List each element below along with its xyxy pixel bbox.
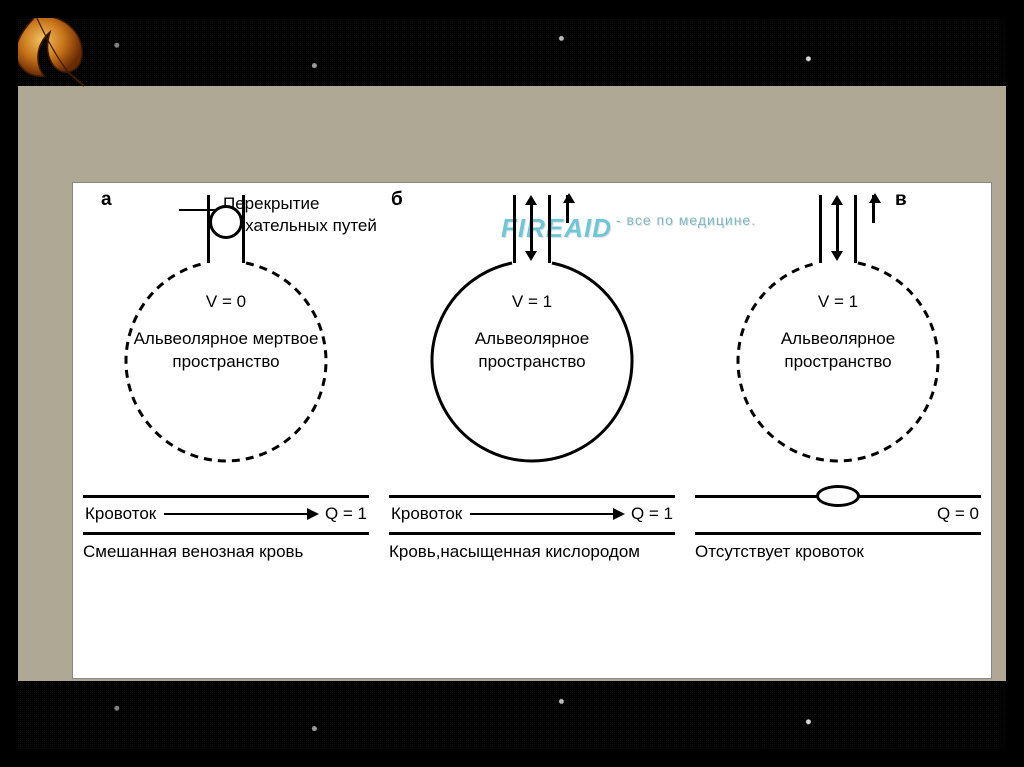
bloodflow-arrow-icon bbox=[470, 513, 623, 515]
blood-description: Кровь,насыщенная кислородом bbox=[389, 535, 675, 563]
panel-б: б FIREAID- все по медицине. V = 1 Альвео… bbox=[379, 183, 685, 678]
airway-obstruction-icon bbox=[209, 205, 243, 239]
v-equation: V = 1 bbox=[437, 291, 627, 314]
blood-description: Отсутствует кровоток bbox=[695, 535, 981, 563]
panel-letter: б bbox=[391, 189, 403, 211]
panel-в: в V = 1 Альвеолярное пространство Q = 0 bbox=[685, 183, 991, 678]
panel-а: а Перекрытие дыхательных путей V = 0 Аль… bbox=[73, 183, 379, 678]
alveolus-label: Альвеолярное мертвое пространство bbox=[131, 328, 321, 374]
blood-description: Смешанная венозная кровь bbox=[83, 535, 369, 563]
flow-label: Кровоток bbox=[391, 504, 462, 524]
alveolus-text: V = 0 Альвеолярное мертвое пространство bbox=[131, 291, 321, 374]
alveolus-label: Альвеолярное пространство bbox=[437, 328, 627, 374]
bloodflow-arrow-icon bbox=[164, 513, 317, 515]
bloodflow-zone: Кровоток Q = 1 Кровь,насыщенная кислород… bbox=[389, 495, 675, 563]
bloodflow-obstruction-icon bbox=[816, 485, 860, 507]
alveolus-text: V = 1 Альвеолярное пространство bbox=[743, 291, 933, 374]
v-equation: V = 0 bbox=[131, 291, 321, 314]
airway-stem bbox=[513, 195, 551, 263]
q-equation: Q = 1 bbox=[631, 504, 673, 524]
decor-bottom-band bbox=[18, 681, 1006, 749]
slide-frame: а Перекрытие дыхательных путей V = 0 Аль… bbox=[0, 0, 1024, 767]
bloodflow-zone: Кровоток Q = 1 Смешанная венозная кровь bbox=[83, 495, 369, 563]
alveolus-label: Альвеолярное пространство bbox=[743, 328, 933, 374]
airway-stem bbox=[819, 195, 857, 263]
flow-label: Кровоток bbox=[85, 504, 156, 524]
q-equation: Q = 1 bbox=[325, 504, 367, 524]
decor-top-band bbox=[18, 18, 1006, 86]
slide-body: а Перекрытие дыхательных путей V = 0 Аль… bbox=[18, 18, 1006, 749]
v-equation: V = 1 bbox=[743, 291, 933, 314]
diagram-container: а Перекрытие дыхательных путей V = 0 Аль… bbox=[72, 182, 992, 679]
q-equation: Q = 0 bbox=[937, 504, 979, 524]
alveolus-text: V = 1 Альвеолярное пространство bbox=[437, 291, 627, 374]
leaf-bullet-icon bbox=[18, 18, 96, 95]
airway-stem bbox=[207, 195, 245, 263]
